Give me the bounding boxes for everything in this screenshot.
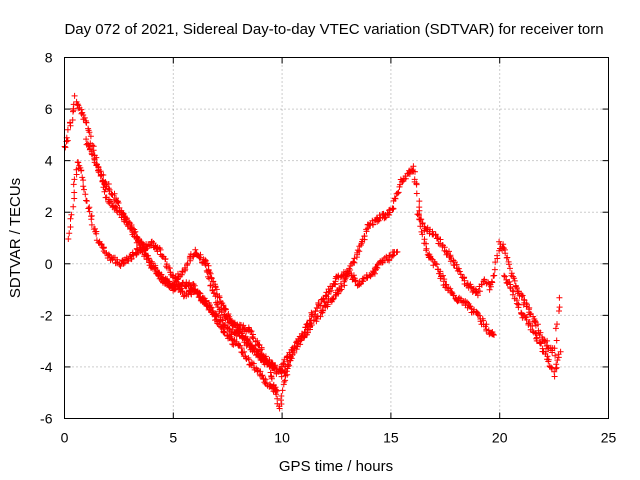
y-tick-label: 6 [45, 101, 53, 117]
y-tick-labels: -6 -4 -2 0 2 4 6 8 [40, 50, 53, 427]
x-axis-title: GPS time / hours [279, 458, 393, 475]
series-track-e [278, 163, 497, 370]
y-tick-label: -4 [40, 359, 53, 375]
y-tick-label: 8 [45, 50, 53, 66]
axis-ticks [64, 57, 609, 419]
y-tick-label: -2 [40, 307, 53, 323]
plus-markers-track-g [501, 272, 564, 380]
series-track-b [65, 159, 281, 396]
data-series [61, 92, 564, 412]
x-tick-label: 25 [601, 430, 617, 446]
y-tick-label: 2 [45, 204, 53, 220]
grid-lines [64, 57, 609, 419]
x-tick-label: 10 [274, 430, 290, 446]
plus-markers-track-e [278, 163, 497, 370]
series-track-g [501, 272, 564, 380]
x-tick-label: 20 [492, 430, 508, 446]
x-tick-label: 0 [61, 430, 69, 446]
x-tick-labels: 0 5 10 15 20 25 [61, 430, 617, 446]
chart-title: Day 072 of 2021, Sidereal Day-to-day VTE… [64, 21, 603, 38]
plot-frame [64, 57, 609, 419]
x-tick-label: 5 [169, 430, 177, 446]
plus-markers-track-b [65, 159, 281, 396]
y-tick-label: -6 [40, 411, 53, 427]
plus-markers-track-f [414, 211, 563, 359]
y-tick-label: 0 [45, 256, 53, 272]
series-track-f [414, 211, 563, 359]
x-tick-label: 15 [383, 430, 399, 446]
y-axis-title: SDTVAR / TECUs [7, 178, 24, 298]
y-tick-label: 4 [45, 153, 53, 169]
